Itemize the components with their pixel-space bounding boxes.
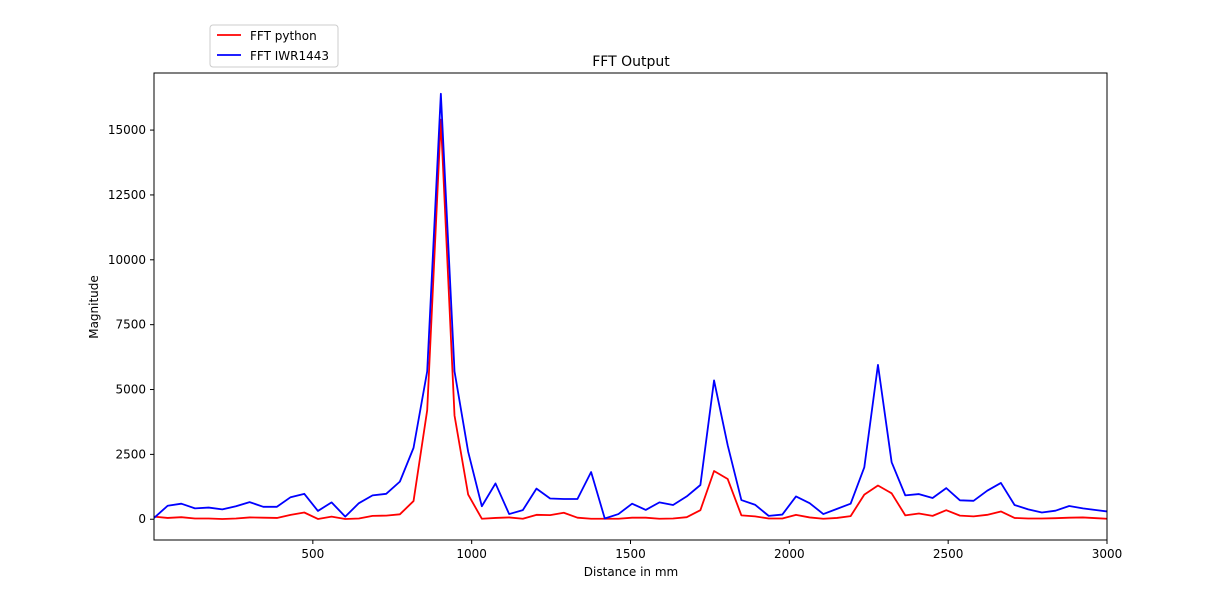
plot-frame bbox=[153, 72, 1108, 541]
y-axis-label: Magnitude bbox=[87, 275, 101, 339]
plot-area bbox=[153, 72, 1108, 541]
series-line-fft-iwr1443 bbox=[154, 92, 1107, 520]
y-tick-label: 15000 bbox=[108, 123, 146, 137]
x-axis: 500 1000 1500 2000 2500 3000 bbox=[301, 540, 1122, 561]
y-tick-label: 10000 bbox=[108, 253, 146, 267]
y-tick-label: 0 bbox=[138, 512, 146, 526]
y-axis: 0 2500 5000 7500 10000 12500 15000 bbox=[108, 123, 154, 526]
x-tick-label: 1500 bbox=[615, 547, 646, 561]
y-tick-label: 2500 bbox=[115, 447, 146, 461]
legend-label-fft-iwr1443: FFT IWR1443 bbox=[250, 49, 329, 63]
chart-title: FFT Output bbox=[592, 54, 670, 70]
legend-label-fft-python: FFT python bbox=[250, 29, 317, 43]
x-tick-label: 500 bbox=[301, 547, 324, 561]
x-tick-label: 2000 bbox=[774, 547, 805, 561]
y-tick-label: 5000 bbox=[115, 383, 146, 397]
y-tick-label: 7500 bbox=[115, 318, 146, 332]
legend: FFT python FFT IWR1443 bbox=[209, 24, 339, 68]
y-tick-label: 12500 bbox=[108, 188, 146, 202]
x-axis-label: Distance in mm bbox=[584, 565, 678, 579]
x-tick-label: 3000 bbox=[1092, 547, 1123, 561]
x-tick-label: 2500 bbox=[933, 547, 964, 561]
x-tick-label: 1000 bbox=[456, 547, 487, 561]
legend-box bbox=[209, 24, 339, 68]
series-line-fft-python bbox=[154, 118, 1107, 520]
